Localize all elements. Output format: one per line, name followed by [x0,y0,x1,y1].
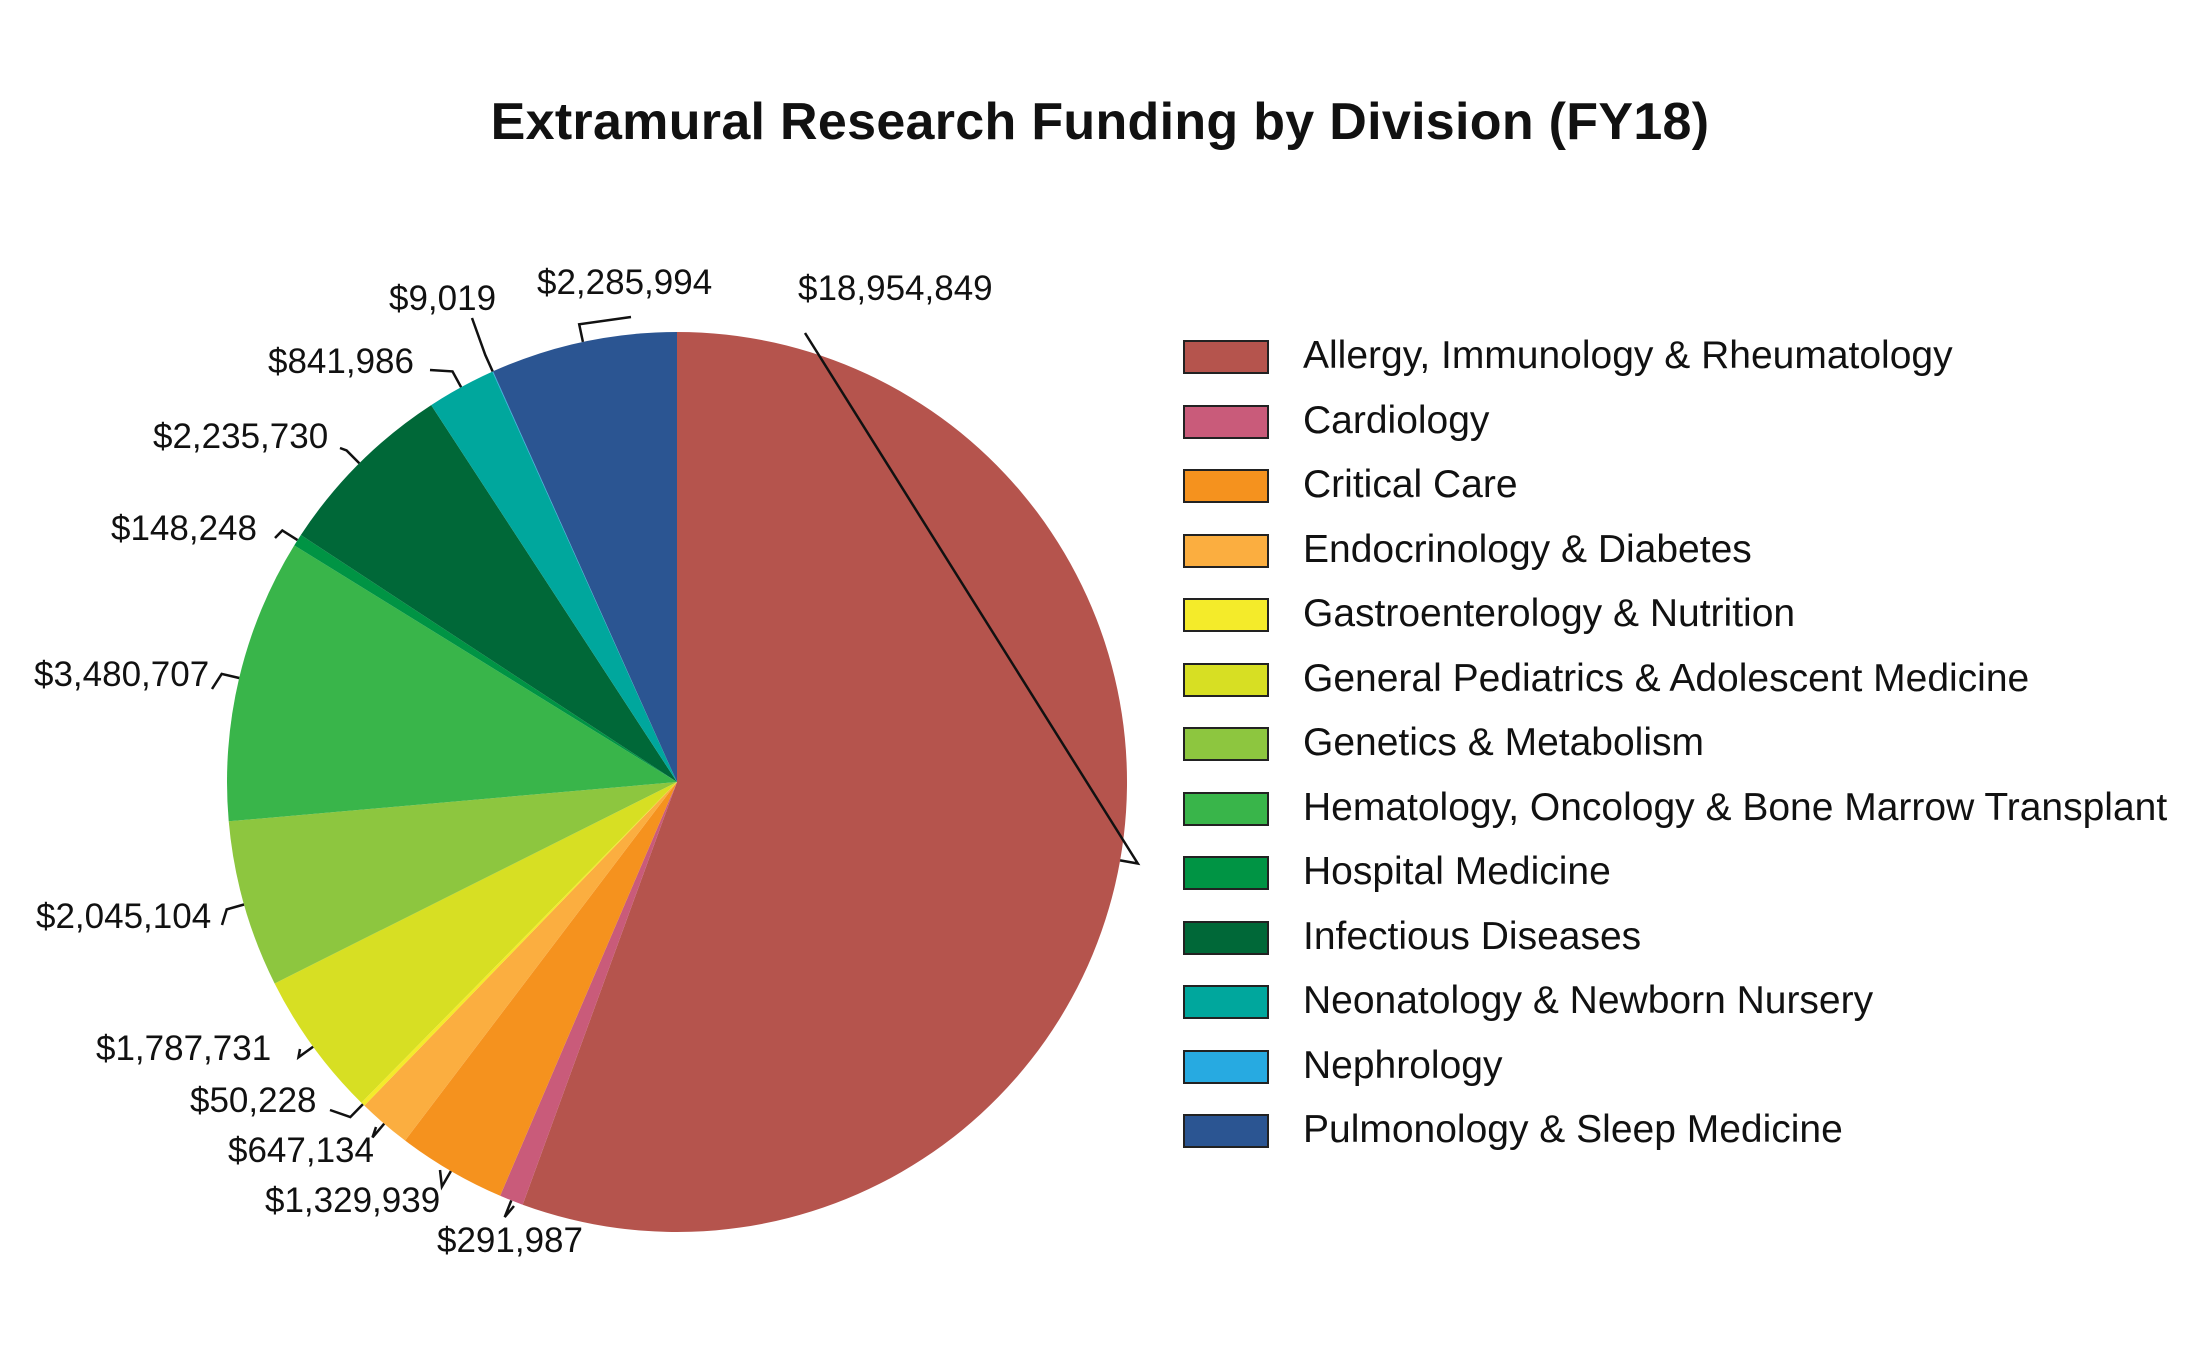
leader-line [577,315,632,343]
data-label: $291,987 [437,1221,583,1260]
legend-label: Hospital Medicine [1303,850,1611,893]
legend-swatch [1183,1049,1269,1084]
legend-swatch [1183,856,1269,890]
legend-swatch [1183,727,1269,761]
legend-swatch [1183,533,1269,568]
legend-label: Nephrology [1303,1043,1503,1087]
pie-slice-neonatology-newborn-nursery [431,371,677,782]
data-label: $9,019 [389,279,496,318]
legend-swatch [1183,791,1269,826]
pie-slice-infectious-diseases [300,405,677,782]
legend-swatch [1183,985,1269,1019]
data-label: $647,134 [228,1131,374,1170]
legend-swatch [1183,662,1269,697]
legend-label: Infectious Diseases [1303,914,1642,958]
data-label: $18,954,849 [798,269,993,308]
legend-label: Endocrinology & Diabetes [1303,527,1752,571]
legend-swatch [1183,920,1269,955]
pie-slice-allergy-immunology-rheumatology [522,331,1128,1232]
chart-title: Extramural Research Funding by Division … [490,93,1710,151]
leader-line [438,1169,452,1191]
legend-label: Critical Care [1303,463,1518,506]
legend-label: Cardiology [1303,398,1490,442]
leader-line [296,1045,314,1061]
data-label: $2,235,730 [153,417,328,456]
leader-line [371,1122,386,1139]
leader-line [220,903,245,926]
legend-swatch [1183,469,1269,503]
data-label: $2,045,104 [36,897,211,936]
pie-slice-pulmonology-sleep-medicine [493,332,677,782]
leader-line [429,368,463,388]
legend-label: Neonatology & Newborn Nursery [1303,979,1874,1022]
data-label: $1,329,939 [265,1181,440,1220]
legend-label: Pulmonology & Sleep Medicine [1303,1108,1843,1151]
data-label: $2,285,994 [537,263,712,302]
data-label: $1,787,731 [96,1029,271,1068]
pie-slice-hematology-oncology-bone-marrow-transplant [227,545,678,822]
legend-swatch [1183,598,1269,632]
legend-label: Genetics & Metabolism [1303,721,1704,764]
legend-swatch [1183,340,1269,374]
pie-slice-gastroenterology-nutrition [361,782,677,1106]
leader-line [470,317,494,373]
pie-slices [227,331,1128,1232]
data-labels: $18,954,849 $291,987$1,329,939 $647,134 $50… [34,263,993,1260]
leader-line [503,1199,515,1218]
pie-slice-critical-care [405,782,677,1196]
data-label: $148,248 [111,509,257,548]
legend-label: Gastroenterology & Nutrition [1303,592,1796,635]
data-label: $841,986 [268,342,414,381]
pie-slice-cardiology [500,782,677,1205]
leader-line [274,528,299,542]
leader-line [329,1103,364,1119]
legend-label: General Pediatrics & Adolescent Medicine [1303,656,2030,700]
pie-slice-hospital-medicine [294,534,677,782]
leader-line [210,672,240,690]
label-leader-lines [210,315,1141,1218]
legend-label: Hematology, Oncology & Bone Marrow Trans… [1303,785,2168,829]
legend-label: Allergy, Immunology & Rheumatology [1303,334,1953,377]
legend-swatch [1183,1114,1269,1148]
pie-slice-general-pediatrics-adolescent-medicine [274,782,677,1103]
leader-line [339,446,361,465]
data-label: $3,480,707 [34,655,209,694]
data-label: $50,228 [190,1081,317,1120]
leader-line [803,332,1141,866]
pie-slice-endocrinology-diabetes [364,782,677,1141]
pie-slice-genetics-metabolism [228,782,677,984]
legend-swatch [1183,404,1269,439]
pie-slice-nephrology [492,371,677,782]
